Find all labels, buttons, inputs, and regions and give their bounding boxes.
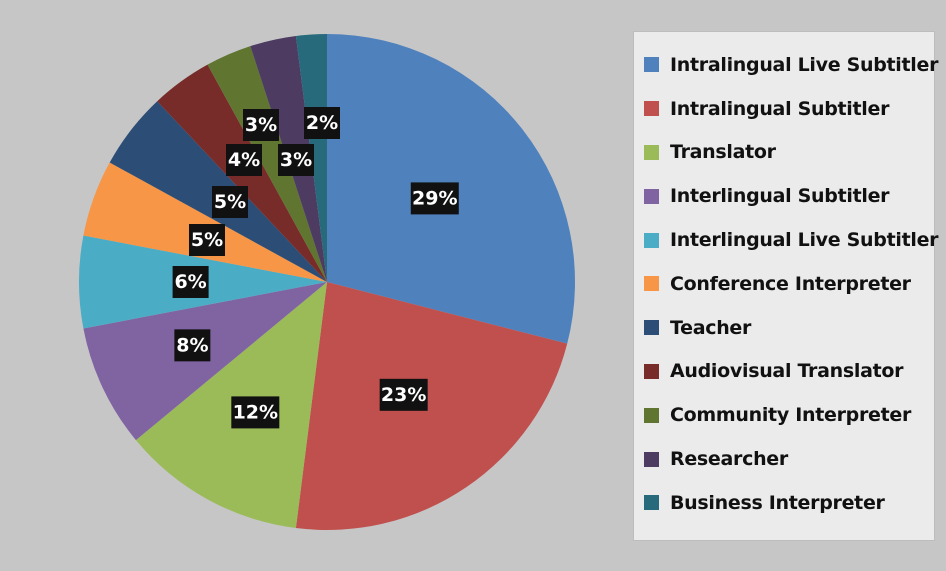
legend-item: Business Interpreter <box>644 481 934 525</box>
data-label-interlingual-subtitler: 8% <box>174 329 211 362</box>
legend-label: Audiovisual Translator <box>670 360 904 383</box>
legend-swatch <box>644 232 659 248</box>
legend-label: Interlingual Subtitler <box>670 185 890 208</box>
svg-text:12%: 12% <box>233 401 278 423</box>
legend-item: Researcher <box>644 437 934 481</box>
svg-text:29%: 29% <box>412 187 457 209</box>
data-label-box <box>189 224 225 256</box>
data-label-interlingual-live-subtitler: 6% <box>172 266 209 298</box>
svg-text:3%: 3% <box>245 114 277 136</box>
legend-item: Translator <box>644 131 934 175</box>
svg-text:8%: 8% <box>176 334 208 356</box>
legend-swatch <box>644 451 659 467</box>
pie-data-labels: 29% 23% 12% 8% 6% 5% 5% 4% 3%3% 2% <box>172 107 459 429</box>
svg-text:3%: 3% <box>280 149 312 171</box>
legend-label: Teacher <box>670 316 752 339</box>
data-label-box <box>174 329 211 362</box>
data-label-box <box>379 378 428 411</box>
data-label-box <box>410 182 459 215</box>
legend-label: Conference Interpreter <box>670 272 911 295</box>
legend-item: Interlingual Live Subtitler <box>644 218 939 262</box>
data-label-box <box>278 144 314 176</box>
data-label-audiovisual-translator: 4% <box>226 144 262 176</box>
data-label-box <box>304 107 340 139</box>
legend-label: Intralingual Subtitler <box>670 97 890 120</box>
svg-text:5%: 5% <box>191 229 223 251</box>
svg-text:4%: 4% <box>228 149 260 171</box>
legend-label: Interlingual Live Subtitler <box>670 229 939 252</box>
legend-swatch <box>644 188 659 204</box>
legend-item: Community Interpreter <box>644 393 934 437</box>
pie-chart: 29% 23% 12% 8% 6% 5% 5% 4% 3%3% 2% <box>78 34 575 530</box>
legend-item: Intralingual Subtitler <box>644 87 934 131</box>
data-label-box <box>226 144 262 176</box>
legend-label: Intralingual Live Subtitler <box>670 53 939 76</box>
legend-label: Researcher <box>670 448 788 471</box>
data-label-box <box>212 186 248 218</box>
chart-legend: Intralingual Live Subtitler Intralingual … <box>633 31 939 541</box>
data-label-business-interpreter: 2% <box>304 107 340 139</box>
data-label-box <box>172 266 209 298</box>
legend-label: Business Interpreter <box>670 491 885 514</box>
data-label-researcher: 3% <box>278 144 314 176</box>
legend-swatch <box>644 320 659 336</box>
svg-text:23%: 23% <box>381 384 426 406</box>
legend-swatch <box>644 407 659 423</box>
svg-text:6%: 6% <box>174 271 206 293</box>
data-label-intralingual-subtitler: 23% <box>379 378 428 411</box>
data-label-community-interpreter: 3% <box>243 109 279 141</box>
legend-item: Teacher <box>644 306 934 350</box>
legend-item: Conference Interpreter <box>644 262 934 306</box>
data-label-box <box>231 396 280 429</box>
data-label-conference-interpreter: 5% <box>189 224 225 256</box>
pie-slice-intralingual-subtitler <box>295 282 568 530</box>
legend-swatch <box>644 57 659 73</box>
data-label-teacher: 5% <box>212 186 248 218</box>
data-label-translator: 12% <box>231 396 280 429</box>
data-label-box <box>243 109 279 141</box>
legend-swatch <box>644 363 659 379</box>
legend-item: Intralingual Live Subtitler <box>644 43 938 87</box>
legend-label: Community Interpreter <box>670 404 912 427</box>
legend-swatch <box>644 495 659 511</box>
legend-swatch <box>644 276 659 292</box>
svg-text:2%: 2% <box>306 112 338 134</box>
legend-item: Interlingual Subtitler <box>644 174 934 218</box>
legend-label: Translator <box>670 141 776 164</box>
legend-swatch <box>644 101 659 117</box>
legend-item: Audiovisual Translator <box>644 350 934 394</box>
pie-slice-community-interpreter <box>207 46 327 282</box>
legend-swatch <box>644 144 659 160</box>
data-label-intralingual-live-subtitler: 29% <box>410 182 459 215</box>
svg-text:5%: 5% <box>214 191 246 213</box>
pie-slice-conference-interpreter <box>83 162 327 282</box>
